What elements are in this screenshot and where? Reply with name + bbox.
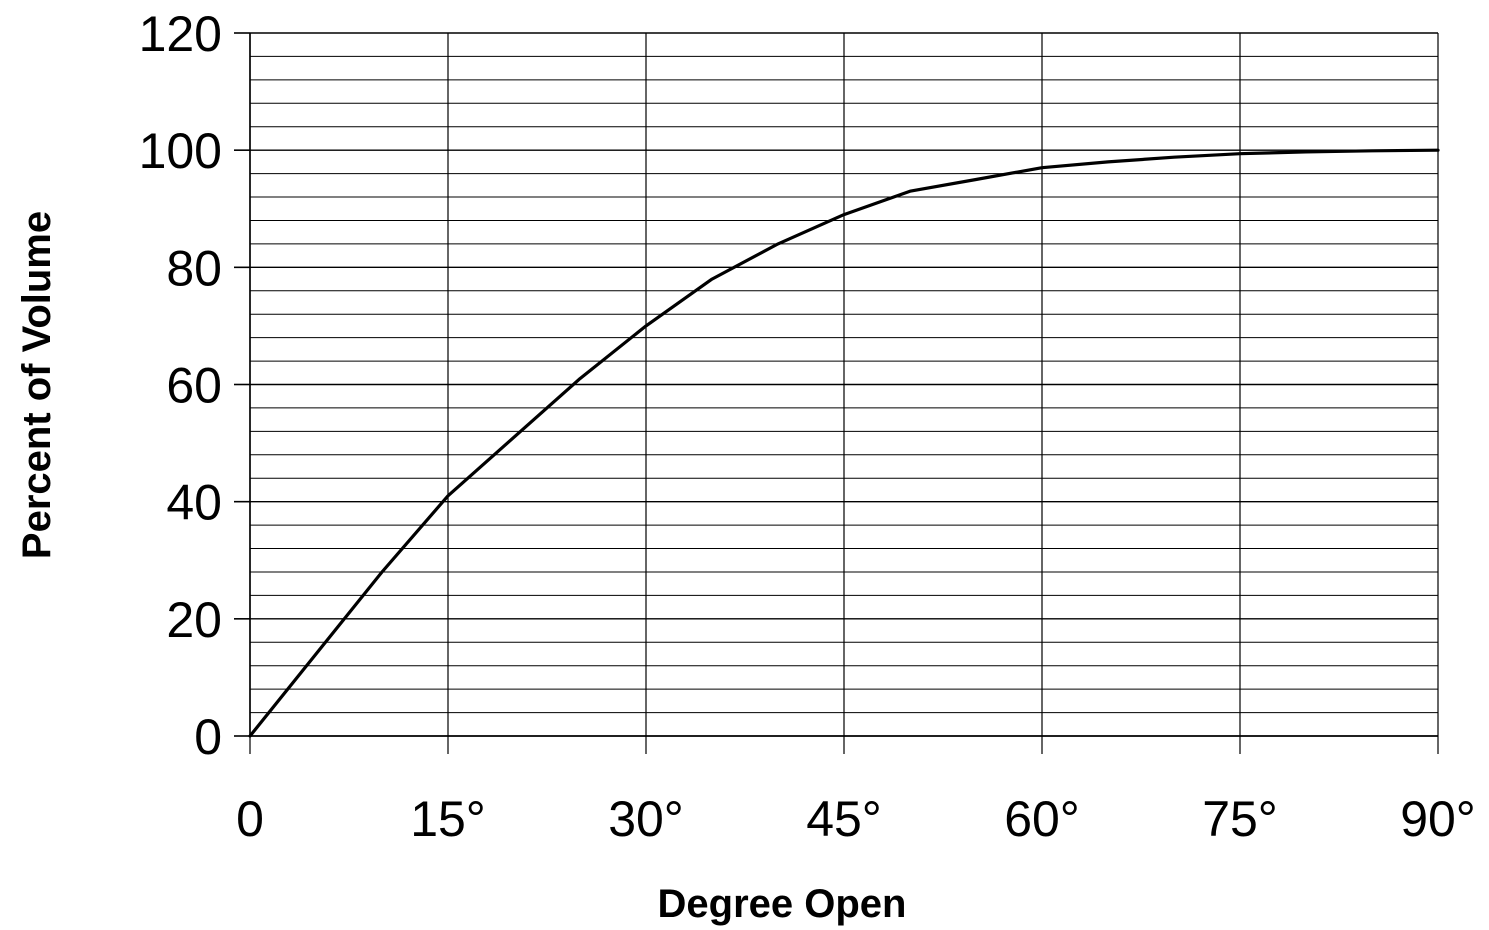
x-tick-label: 0 [236,791,264,847]
x-tick-label: 15° [410,791,486,847]
y-tick-label: 0 [194,709,222,765]
y-tick-label: 100 [139,123,222,179]
x-tick-labels: 0 15° 30° 45° 60° 75° 90° [236,791,1476,847]
y-tick-label: 80 [166,240,222,296]
x-tick-label: 60° [1004,791,1080,847]
x-tick-label: 30° [608,791,684,847]
y-tick-label: 20 [166,592,222,648]
y-tick-label: 120 [139,6,222,62]
y-tick-label: 60 [166,358,222,414]
y-tick-labels: 0 20 40 60 80 100 120 [139,6,222,765]
x-tick-label: 75° [1202,791,1278,847]
x-axis-title: Degree Open [658,882,907,926]
y-tick-label: 40 [166,475,222,531]
x-tick-label: 45° [806,791,882,847]
y-axis-title: Percent of Volume [15,211,59,559]
x-tick-label: 90° [1400,791,1476,847]
grid [250,33,1438,754]
